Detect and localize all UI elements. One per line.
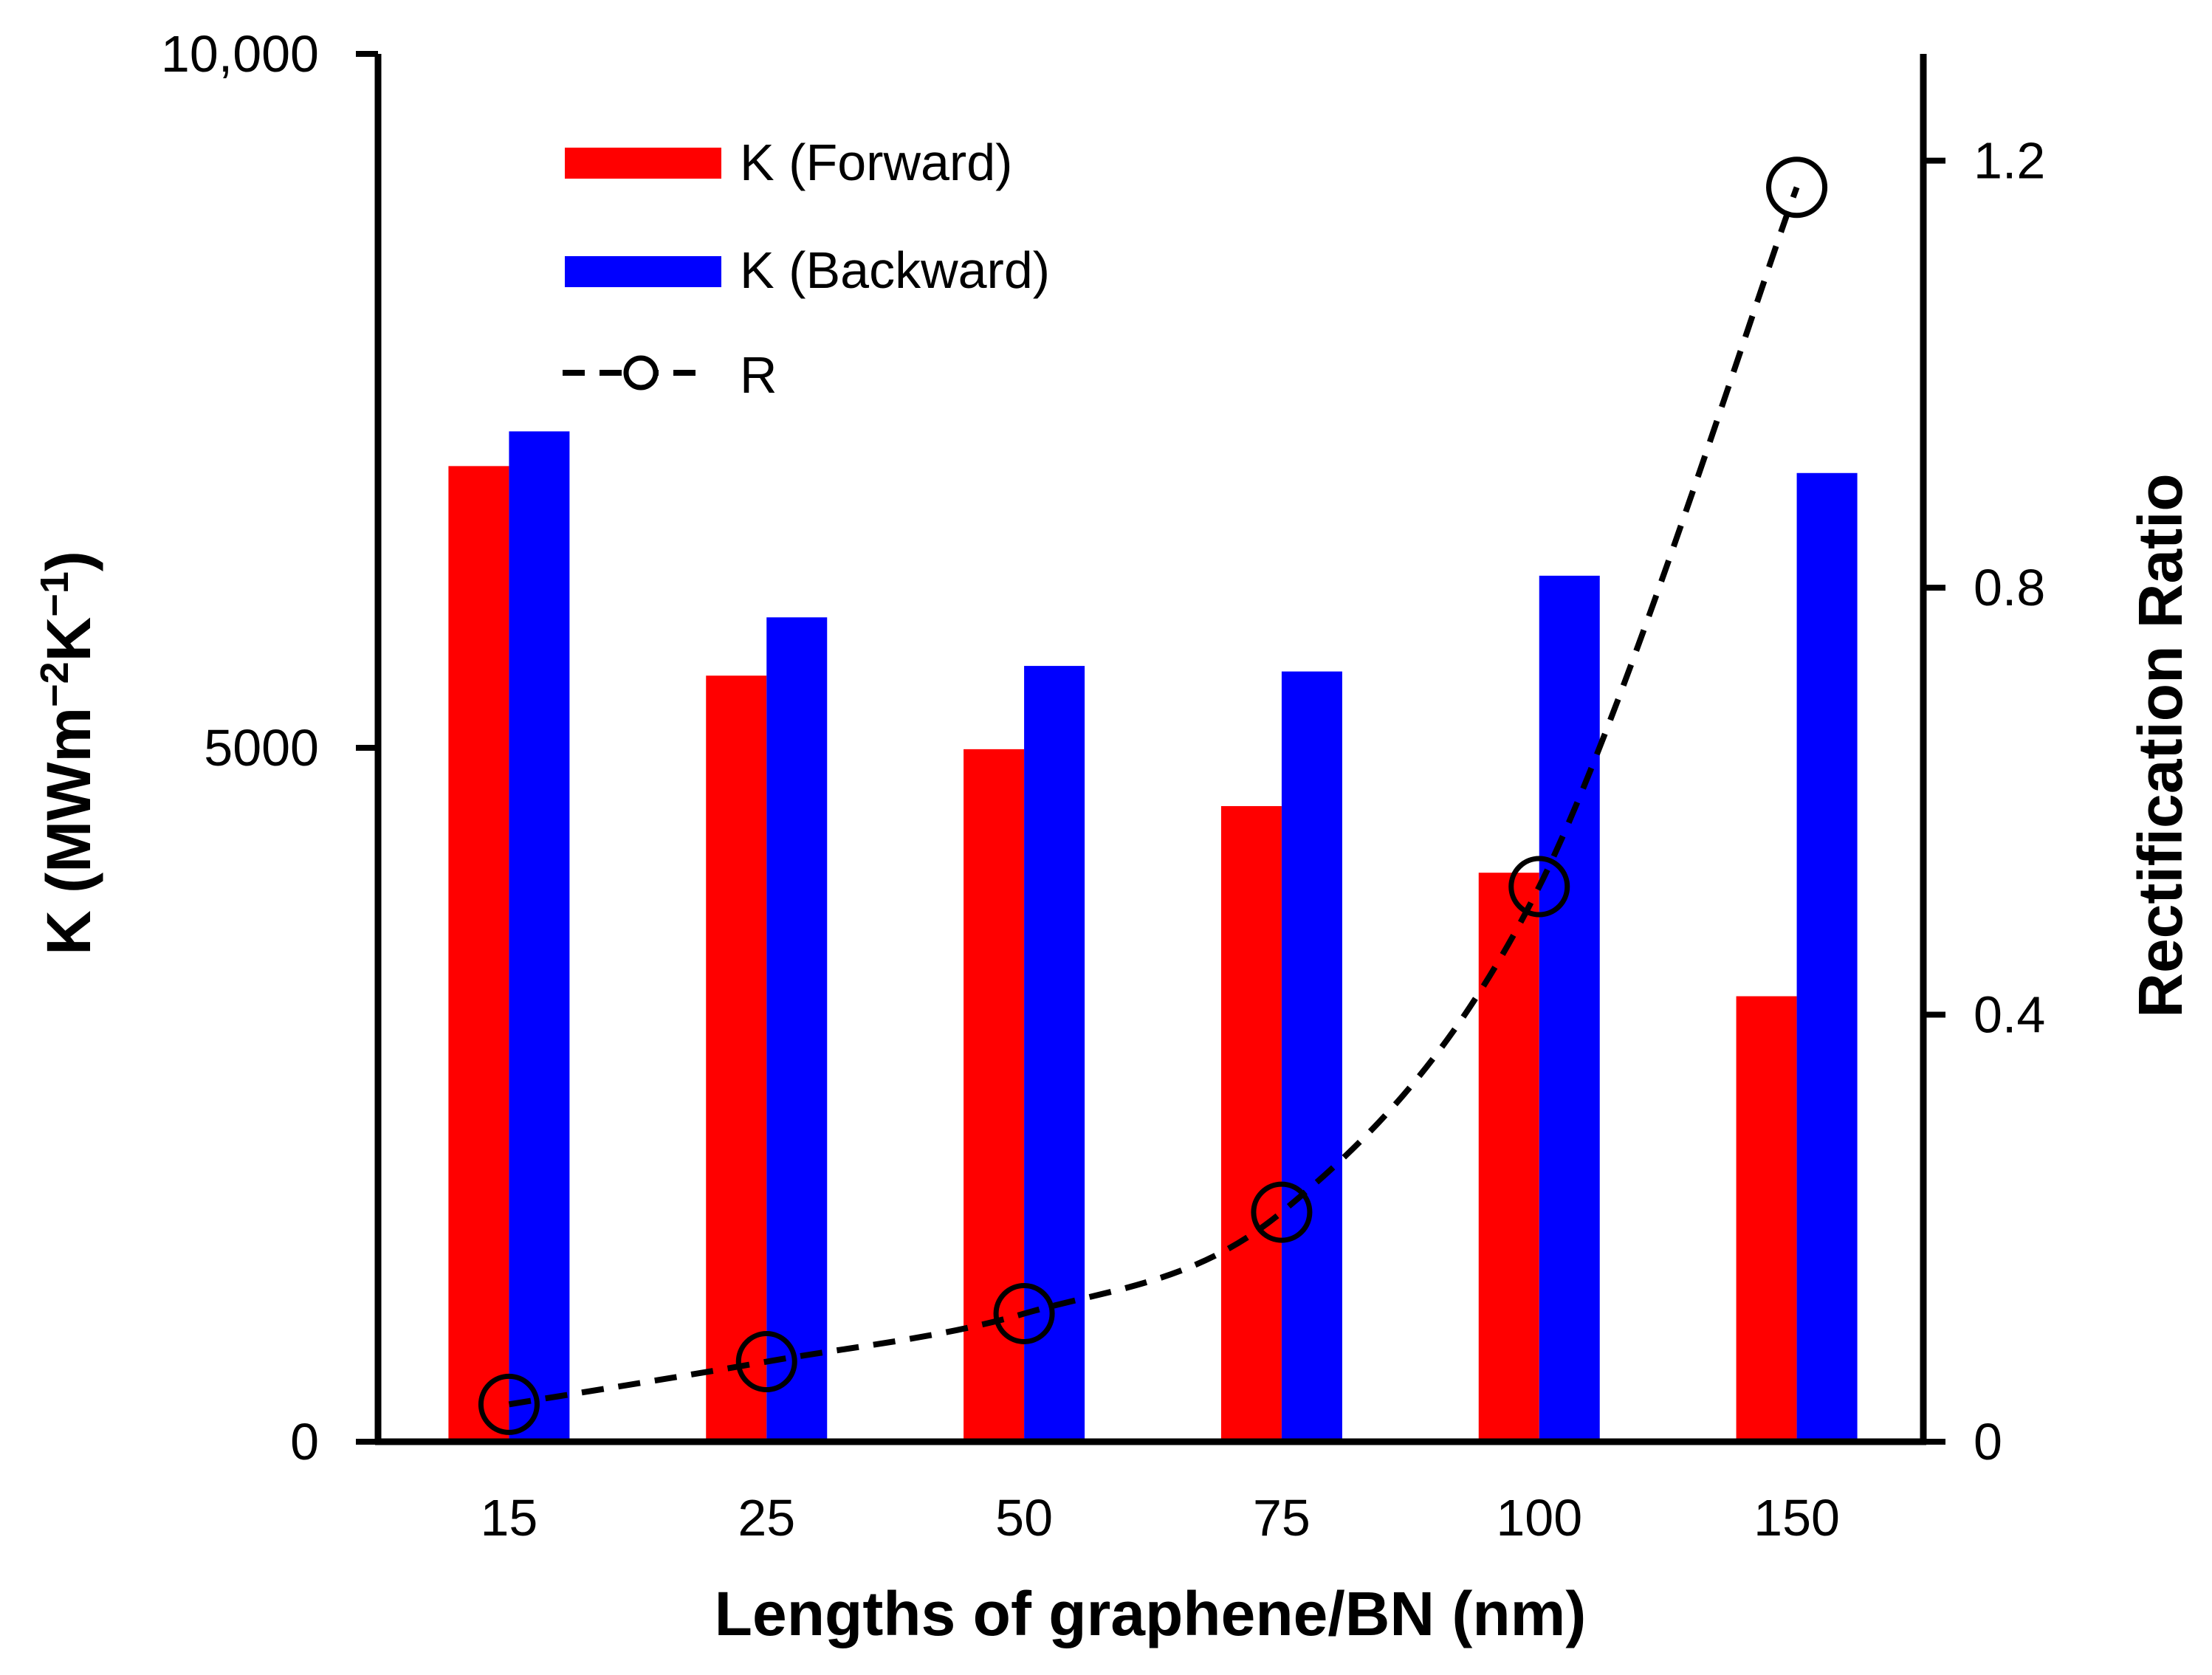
legend-label-backward: K (Backward)	[740, 241, 1050, 299]
rectification-line-layer	[478, 157, 1828, 1435]
y2-tick-label-0.8: 0.8	[1974, 559, 2045, 616]
bar-backward-25	[766, 617, 828, 1442]
y-axis-title-sup1: −2	[32, 661, 77, 707]
bar-forward-50	[964, 749, 1025, 1442]
y2-tick-label-0: 0	[1974, 1413, 2002, 1471]
y-axis-title: K (MWm−2K−1)	[32, 551, 103, 955]
ticks-layer: 0 5000 10,000 0 0.4 0.8 1.2 15 25 50 75 100 150	[161, 25, 2045, 1547]
x-tick-label-25: 25	[738, 1489, 795, 1547]
x-tick-label-15: 15	[480, 1489, 537, 1547]
r-marker-50	[993, 1282, 1055, 1344]
y2-tick-label-1.2: 1.2	[1974, 132, 2045, 190]
r-marker-15	[478, 1373, 540, 1435]
y-tick-label-10000: 10,000	[161, 25, 319, 83]
bar-backward-15	[509, 431, 570, 1442]
r-marker-100	[1508, 856, 1570, 918]
bar-backward-75	[1281, 671, 1342, 1442]
bar-forward-25	[706, 675, 767, 1442]
bar-forward-100	[1478, 873, 1539, 1442]
y-axis-title-base: K (MWm	[34, 707, 103, 955]
r-marker-25	[735, 1331, 797, 1393]
legend-label-r: R	[740, 346, 777, 404]
x-tick-label-50: 50	[995, 1489, 1053, 1547]
x-tick-label-75: 75	[1253, 1489, 1311, 1547]
y-axis-title-sup2: −1	[32, 571, 77, 617]
y-tick-label-5000: 5000	[204, 719, 319, 777]
rectification-curve	[508, 186, 1800, 1408]
y-axis-title-end: )	[34, 551, 103, 571]
x-axis-title: Lengths of graphene/BN (nm)	[715, 1579, 1587, 1648]
bar-forward-15	[448, 466, 509, 1442]
bars-layer	[448, 431, 1858, 1442]
legend: K (Forward) K (Backward) R	[563, 134, 1050, 404]
y2-axis-title: Rectification Ratio	[2126, 473, 2195, 1017]
r-marker-75	[1251, 1181, 1313, 1243]
r-marker-150	[1766, 157, 1828, 219]
bar-backward-50	[1024, 666, 1085, 1442]
y-axis-title-mid: K	[34, 617, 103, 662]
legend-swatch-forward	[565, 148, 721, 179]
bar-backward-150	[1796, 472, 1858, 1442]
y-tick-label-0: 0	[290, 1413, 319, 1471]
bar-backward-100	[1539, 575, 1600, 1442]
legend-marker-r	[623, 355, 659, 391]
x-tick-label-150: 150	[1754, 1489, 1840, 1547]
legend-label-forward: K (Forward)	[740, 134, 1012, 191]
legend-swatch-backward	[565, 256, 721, 287]
y2-tick-label-0.4: 0.4	[1974, 986, 2045, 1044]
bar-forward-75	[1220, 805, 1282, 1442]
bar-forward-150	[1736, 996, 1797, 1442]
x-tick-label-100: 100	[1496, 1489, 1582, 1547]
